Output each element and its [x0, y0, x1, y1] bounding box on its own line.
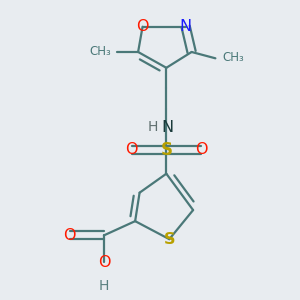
Text: CH₃: CH₃ [223, 51, 244, 64]
Text: S: S [164, 232, 175, 247]
Text: H: H [148, 120, 158, 134]
Text: CH₃: CH₃ [90, 45, 111, 58]
Text: O: O [125, 142, 137, 158]
Text: O: O [98, 255, 110, 270]
Text: O: O [196, 142, 208, 158]
Text: O: O [136, 19, 149, 34]
Text: O: O [64, 228, 76, 243]
Text: N: N [180, 19, 192, 34]
Text: N: N [162, 120, 174, 135]
Text: H: H [99, 279, 109, 293]
Text: S: S [160, 141, 172, 159]
